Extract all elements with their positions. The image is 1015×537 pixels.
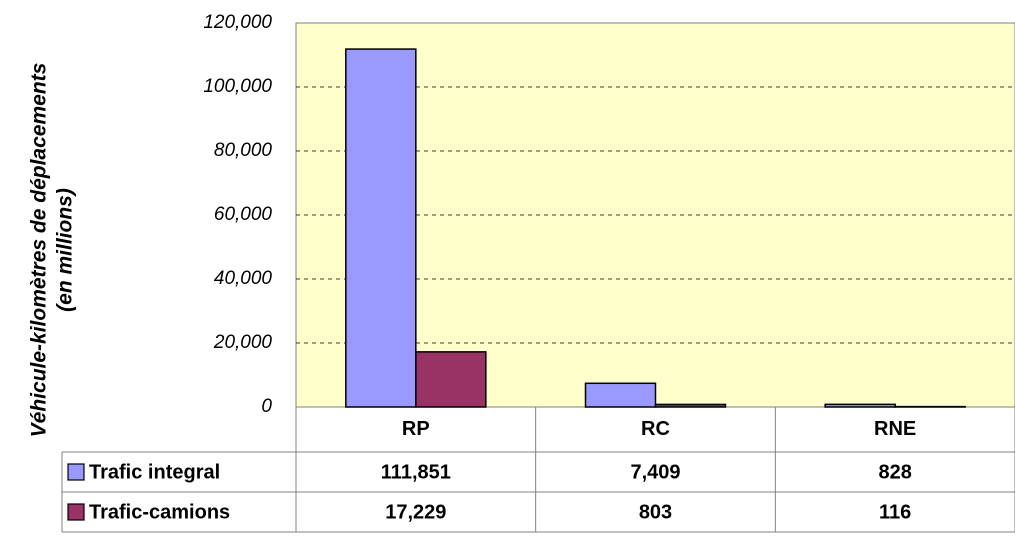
x-tick-label: RC: [641, 418, 670, 440]
legend-swatch: [67, 503, 85, 521]
bar: [824, 403, 896, 408]
y-tick-label: 100,000: [203, 76, 272, 97]
bar: [345, 48, 417, 408]
bar: [654, 403, 727, 408]
y-tick-label: 0: [261, 396, 272, 417]
x-tick-label: RNE: [874, 418, 916, 440]
data-label: 111,851: [381, 461, 451, 483]
legend-label: Trafic integral: [89, 461, 220, 483]
bar: [584, 382, 657, 408]
data-label: 7,409: [630, 461, 680, 483]
y-axis-title-line: Véhicule-kilomètres de déplacements: [28, 63, 51, 438]
y-tick-label: 120,000: [203, 12, 272, 33]
data-label: 116: [879, 501, 911, 523]
x-tick-label: RP: [402, 418, 430, 440]
legend-swatch: [67, 463, 85, 481]
bar: [415, 351, 487, 408]
data-label: 17,229: [385, 501, 446, 523]
y-tick-label: 60,000: [214, 204, 273, 225]
y-tick-label: 20,000: [213, 332, 273, 353]
y-axis-title-line: (en millions): [54, 188, 77, 312]
data-label: 828: [878, 461, 911, 483]
y-tick-label: 40,000: [214, 268, 273, 289]
legend-label: Trafic-camions: [89, 501, 230, 523]
y-tick-label: 80,000: [214, 140, 273, 161]
data-label: 803: [639, 501, 672, 523]
y-axis-title: Véhicule-kilomètres de déplacements (en …: [28, 63, 77, 438]
